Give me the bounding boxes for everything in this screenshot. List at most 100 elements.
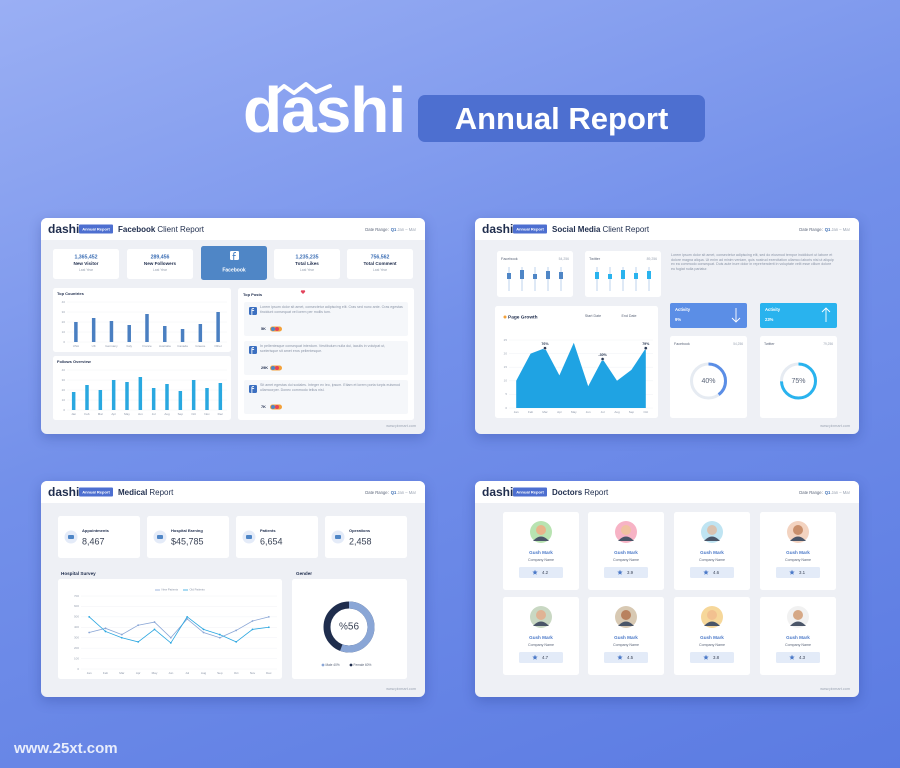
x-tick-label: USA <box>73 344 79 348</box>
mini-bar <box>595 272 599 279</box>
stat-icon-glyph <box>68 535 74 539</box>
post-count: 29K <box>261 366 268 370</box>
report-panel: dashi Annual Report Doctors Report Date Rang… <box>475 481 859 697</box>
annotation: -30% <box>598 353 607 357</box>
stat-value: 8,467 <box>82 536 105 546</box>
star-icon <box>789 654 795 660</box>
doctor-rating: 3.8 <box>713 655 720 660</box>
title-bold: Medical <box>118 488 147 497</box>
x-tick-label: Nov <box>204 412 210 416</box>
mini-bar <box>608 274 612 279</box>
panel-badge-text: Annual Report <box>516 226 544 231</box>
stat-label: Total Likes <box>295 261 319 266</box>
x-tick-label: Oct <box>643 410 648 414</box>
date-range: Date Range: Q1Jan – Mar <box>799 490 850 495</box>
avatar-body <box>790 621 806 626</box>
panel-title: Medical Report <box>118 488 174 497</box>
annotation: 76% <box>541 342 549 346</box>
stat-value: 289,456 <box>151 254 170 260</box>
star-icon <box>532 569 538 575</box>
doctor-name: Gush Mark <box>700 550 724 555</box>
date-label: Date Range: <box>365 490 389 495</box>
y-tick-label: 100 <box>74 656 79 660</box>
post <box>244 341 408 375</box>
panel-badge <box>513 487 547 497</box>
gauge-label: 75% <box>791 378 805 385</box>
y-tick-label: 30 <box>62 310 66 314</box>
paragraph: Lorem ipsum dolor sit amet, consectetur … <box>671 253 834 271</box>
avatar-face <box>793 610 803 620</box>
legend-label: Female 60% <box>354 663 372 667</box>
bar <box>163 326 167 342</box>
header-badge: Annual Report <box>418 95 705 142</box>
bar <box>74 322 78 342</box>
point <box>251 620 254 622</box>
post-text: In pellentesque consequat interdum. Vest… <box>260 344 385 353</box>
paragraph: Lorem ipsum dolor sit amet, consectetur … <box>671 253 834 271</box>
doctor-rating: 4.3 <box>799 655 806 660</box>
x-tick-label: Jun <box>168 671 173 675</box>
point <box>235 629 238 632</box>
x-tick-label: Aug <box>614 410 620 414</box>
card <box>53 249 119 279</box>
stat-sub: Last Year <box>300 268 315 272</box>
card <box>147 516 229 558</box>
star-icon <box>532 654 538 660</box>
panel-title: Facebook Client Report <box>118 225 205 234</box>
y-tick-label: 600 <box>74 604 79 608</box>
x-tick-label: Jan <box>514 410 519 414</box>
rating-pill <box>519 652 563 663</box>
point <box>251 628 254 631</box>
title-bold: Doctors <box>552 488 583 497</box>
star-icon <box>789 569 795 575</box>
x-tick-label: May <box>152 671 158 675</box>
mini-bar <box>520 270 524 279</box>
activity-title: Activity <box>675 307 691 312</box>
start-date: Start Date <box>585 314 601 318</box>
y-tick-label: 0 <box>63 408 65 412</box>
y-tick-label: 400 <box>74 625 79 629</box>
doctor-name: Gush Mark <box>529 550 553 555</box>
card <box>760 336 837 418</box>
x-tick-label: Dec <box>266 671 272 675</box>
legend-swatch <box>349 663 353 667</box>
mini-bar <box>533 274 537 279</box>
card <box>325 516 407 558</box>
x-tick-label: Italy <box>126 344 132 348</box>
x-tick-label: Jan <box>71 412 76 416</box>
title-light: Client Report <box>157 225 204 234</box>
x-tick-label: Aug <box>201 671 207 675</box>
end-date: End Date <box>622 314 637 318</box>
stat-value: 756,562 <box>371 254 390 260</box>
doctor-rating: 4.2 <box>542 570 549 575</box>
gauge-arc <box>690 362 727 400</box>
mini-title: Facebook <box>501 257 518 261</box>
legend-swatch <box>321 663 325 667</box>
bar <box>145 314 149 342</box>
date-quarter: Q1 <box>825 490 831 495</box>
doctor-company: Company Name <box>613 558 639 562</box>
doctor-name: Gush Mark <box>614 635 638 640</box>
activity-value: 9% <box>675 317 681 322</box>
activity-arrow <box>731 308 741 323</box>
chart-title: Follows Overview <box>57 359 92 364</box>
y-tick-label: 200 <box>74 646 79 650</box>
x-tick-label: Jul <box>185 671 189 675</box>
bar <box>85 385 89 410</box>
legend-label: New Patients <box>162 588 179 592</box>
y-tick-label: 10 <box>62 398 66 402</box>
date-months: Jan – Mar <box>831 227 850 232</box>
star-icon <box>617 569 623 575</box>
x-tick-label: Greece <box>195 344 205 348</box>
reaction-icon <box>271 405 275 409</box>
reaction-icon <box>271 327 275 331</box>
reaction-icon <box>275 366 279 370</box>
y-tick-label: 15 <box>504 365 508 369</box>
x-tick-label: Jul <box>152 412 156 416</box>
bar <box>191 380 196 410</box>
facebook-card[interactable] <box>201 246 267 280</box>
legend-label: Male 40% <box>326 663 340 667</box>
x-tick-label: Feb <box>84 412 90 416</box>
date-quarter: Q1 <box>391 227 397 232</box>
